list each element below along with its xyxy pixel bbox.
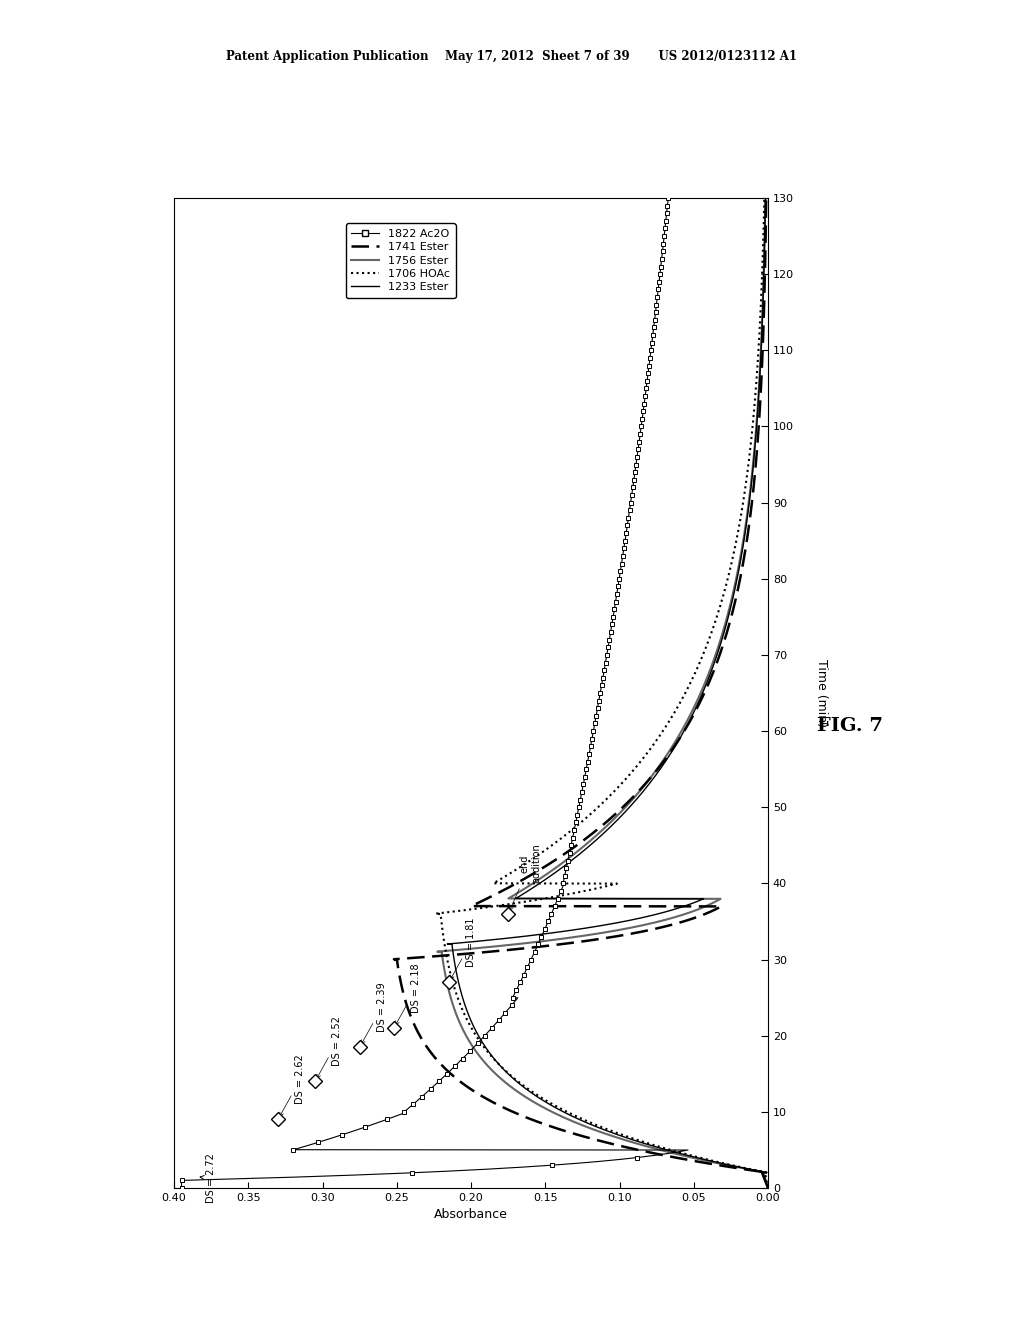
Text: DS = 2.62: DS = 2.62	[280, 1055, 305, 1117]
Legend: 1822 Ac2O, 1741 Ester, 1756 Ester, 1706 HOAc, 1233 Ester: 1822 Ac2O, 1741 Ester, 1756 Ester, 1706 …	[346, 223, 456, 298]
Text: DS = 2.39: DS = 2.39	[361, 982, 387, 1044]
X-axis label: Absorbance: Absorbance	[434, 1208, 508, 1221]
Text: Patent Application Publication    May 17, 2012  Sheet 7 of 39       US 2012/0123: Patent Application Publication May 17, 2…	[226, 50, 798, 63]
Text: FIG. 7: FIG. 7	[817, 717, 883, 735]
Text: DS = 2.18: DS = 2.18	[395, 964, 421, 1024]
Text: DS = 1.81: DS = 1.81	[451, 917, 476, 979]
Y-axis label: Time (min): Time (min)	[815, 659, 827, 727]
Text: DS = 2.72: DS = 2.72	[200, 1154, 216, 1204]
Text: end
addition: end addition	[509, 843, 542, 911]
Text: DS = 2.52: DS = 2.52	[316, 1016, 342, 1078]
